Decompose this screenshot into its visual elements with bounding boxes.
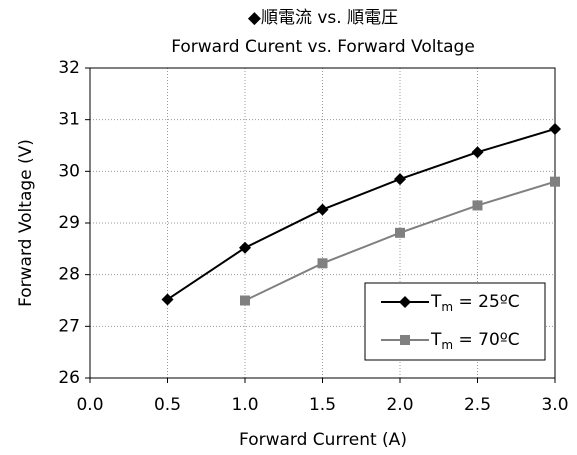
marker: [240, 295, 250, 306]
legend-label: Tm = 70ºC: [430, 330, 520, 352]
x-tick-label: 1.5: [309, 395, 336, 415]
plot-frame: [89, 67, 556, 379]
marker: [316, 203, 329, 216]
x-tick-label: 0.5: [154, 395, 181, 415]
legend-label: Tm = 25ºC: [430, 292, 520, 314]
marker: [399, 296, 411, 308]
marker: [394, 173, 406, 186]
x-tick-label: 1.0: [231, 395, 258, 415]
y-tick-label: 32: [58, 58, 80, 78]
y-axis-label: Forward Voltage (V): [16, 139, 36, 307]
marker: [549, 122, 561, 135]
chart-title: ◆順電流 vs. 順電圧: [248, 8, 398, 28]
marker: [550, 176, 560, 187]
y-tick-label: 31: [58, 110, 80, 130]
series-line: [166, 128, 556, 301]
legend-box: [364, 282, 546, 361]
x-tick-label: 3.0: [541, 395, 568, 415]
y-tick-label: 30: [58, 161, 80, 181]
marker: [161, 293, 174, 306]
y-tick-label: 28: [58, 265, 80, 285]
marker: [395, 227, 405, 238]
x-tick-label: 2.0: [386, 395, 413, 415]
x-tick-label: 0.0: [76, 395, 103, 415]
y-tick-label: 26: [58, 368, 80, 388]
marker: [317, 258, 328, 269]
marker: [472, 200, 483, 211]
marker: [471, 146, 484, 159]
chart-subtitle: Forward Curent vs. Forward Voltage: [171, 37, 475, 57]
x-axis-label: Forward Current (A): [239, 430, 407, 450]
y-tick-label: 29: [58, 213, 80, 233]
marker: [239, 241, 251, 254]
marker: [400, 335, 410, 345]
x-tick-label: 2.5: [464, 395, 491, 415]
y-tick-label: 27: [58, 316, 80, 336]
